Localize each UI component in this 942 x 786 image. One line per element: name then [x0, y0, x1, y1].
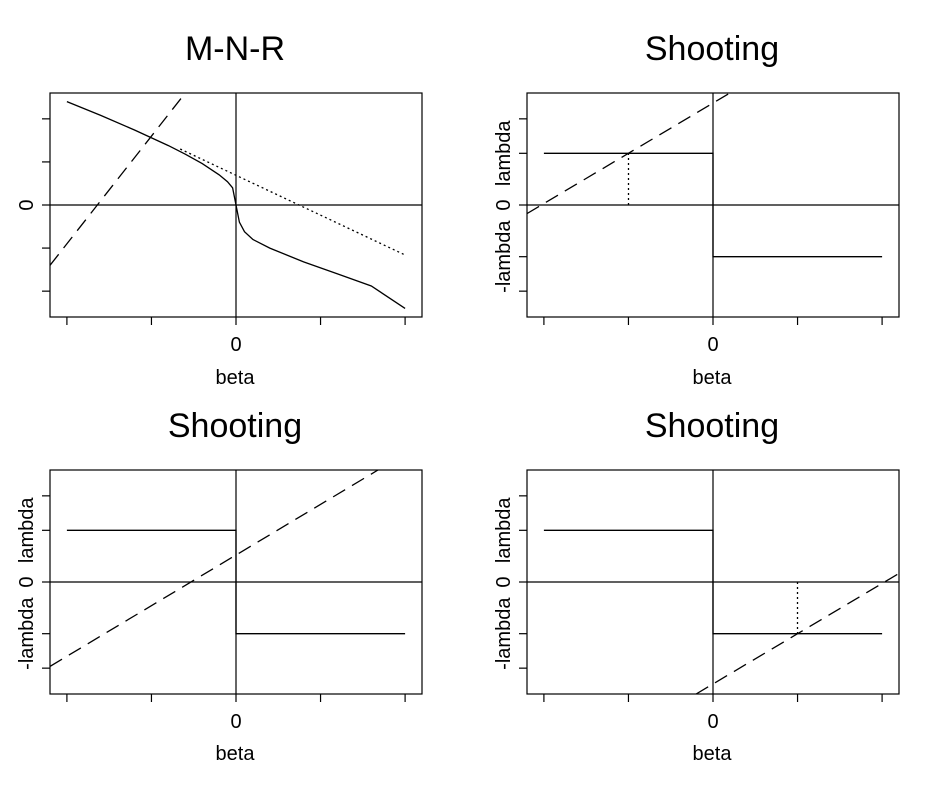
dashed-series-line	[50, 470, 379, 667]
y-tick-label: 0	[493, 576, 515, 587]
panel-mnr: M-N-R beta 0 0	[16, 30, 423, 389]
panel-shooting-3: Shooting beta 0 -lambda 0 lambda	[493, 407, 900, 765]
dotted-series-line	[179, 148, 406, 256]
panel-title: Shooting	[168, 407, 302, 445]
x-axis-label: beta	[693, 367, 733, 389]
panel-title: M-N-R	[185, 30, 285, 68]
x-tick-label: 0	[707, 334, 718, 356]
y-tick-label: -lambda	[493, 220, 515, 293]
y-tick-label: lambda	[16, 497, 38, 563]
x-axis-label: beta	[216, 743, 256, 765]
panel-title: Shooting	[645, 407, 779, 445]
y-tick-label: lambda	[493, 120, 515, 186]
x-axis-label: beta	[693, 743, 733, 765]
y-tick-label: -lambda	[493, 597, 515, 670]
x-tick-label: 0	[230, 711, 241, 733]
x-tick-label: 0	[230, 334, 241, 356]
y-tick-label: lambda	[493, 497, 515, 563]
panel-shooting-2: Shooting beta 0 -lambda 0 lambda	[16, 407, 423, 765]
y-tick-label: 0	[493, 199, 515, 210]
panel-title: Shooting	[645, 30, 779, 68]
y-tick-label: 0	[16, 199, 38, 210]
y-tick-label: 0	[16, 576, 38, 587]
solid-series-line	[66, 100, 406, 309]
solid-series-line	[66, 529, 406, 635]
y-tick-label: -lambda	[16, 597, 38, 670]
x-tick-label: 0	[707, 711, 718, 733]
dashed-series-line	[50, 93, 186, 266]
panel-shooting-1: Shooting beta 0 -lambda 0 lambda	[493, 30, 900, 389]
x-axis-label: beta	[216, 367, 256, 389]
